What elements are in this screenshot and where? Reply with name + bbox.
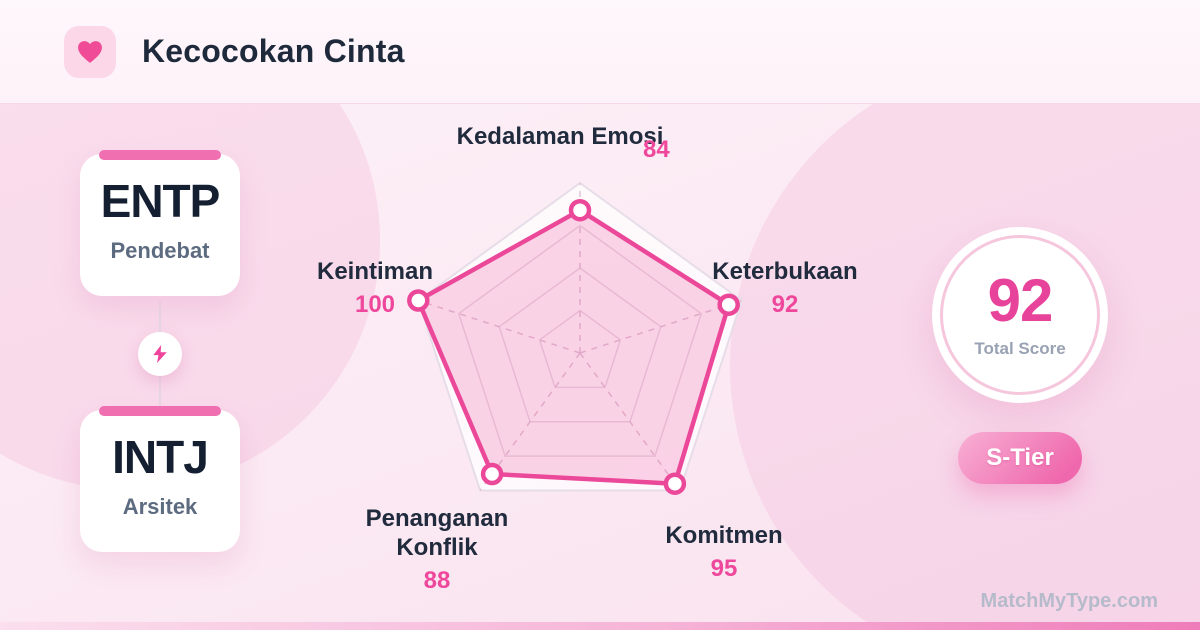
bottom-accent-bar xyxy=(0,622,1200,630)
axis-keterbukaan: Keterbukaan 92 xyxy=(700,257,870,317)
axis-label: Keterbukaan xyxy=(712,258,858,285)
type-name-bottom: Arsitek xyxy=(122,494,198,519)
axis-value: 92 xyxy=(771,291,799,318)
type-name-top: Pendebat xyxy=(110,238,210,263)
card-accent-bar xyxy=(99,406,221,416)
connector-badge xyxy=(138,332,182,376)
card-accent-bar xyxy=(99,150,221,160)
axis-label: Penanganan Konflik xyxy=(365,505,509,561)
axis-keintiman: Keintiman 100 xyxy=(290,257,460,317)
tier-label: S-Tier xyxy=(986,444,1054,471)
axis-label: Kedalaman Emosi xyxy=(456,123,664,150)
axis-komitmen: Komitmen 95 xyxy=(639,521,809,581)
type-code-top: ENTP xyxy=(100,175,221,227)
axis-value: 88 xyxy=(423,567,451,594)
axis-label: Komitmen xyxy=(665,522,783,549)
heart-icon xyxy=(64,25,116,78)
score-ring xyxy=(940,235,1100,395)
axis-value: 84 xyxy=(643,136,670,163)
lightning-bolt-icon xyxy=(153,345,167,363)
watermark: MatchMyType.com xyxy=(980,590,1158,612)
axis-label: Keintiman xyxy=(316,258,433,285)
heart-icon-glyph xyxy=(78,40,102,63)
axis-penanganan-konflik: Penanganan Konflik 88 xyxy=(352,504,522,593)
page-title: Kecocokan Cinta xyxy=(142,33,405,69)
type-code-bottom: INTJ xyxy=(112,431,209,483)
axis-kedalaman-emosi: Kedalaman Emosi 84 xyxy=(455,122,670,162)
header: Kecocokan Cinta xyxy=(0,0,1200,104)
tier-badge: S-Tier xyxy=(958,432,1082,484)
axis-value: 95 xyxy=(710,555,738,582)
personality-card-bottom: INTJ Arsitek xyxy=(80,406,240,552)
personality-card-top: ENTP Pendebat xyxy=(80,150,240,296)
total-score-badge: 92 Total Score xyxy=(932,227,1108,403)
axis-value: 100 xyxy=(354,291,396,318)
radar-chart xyxy=(407,181,743,495)
